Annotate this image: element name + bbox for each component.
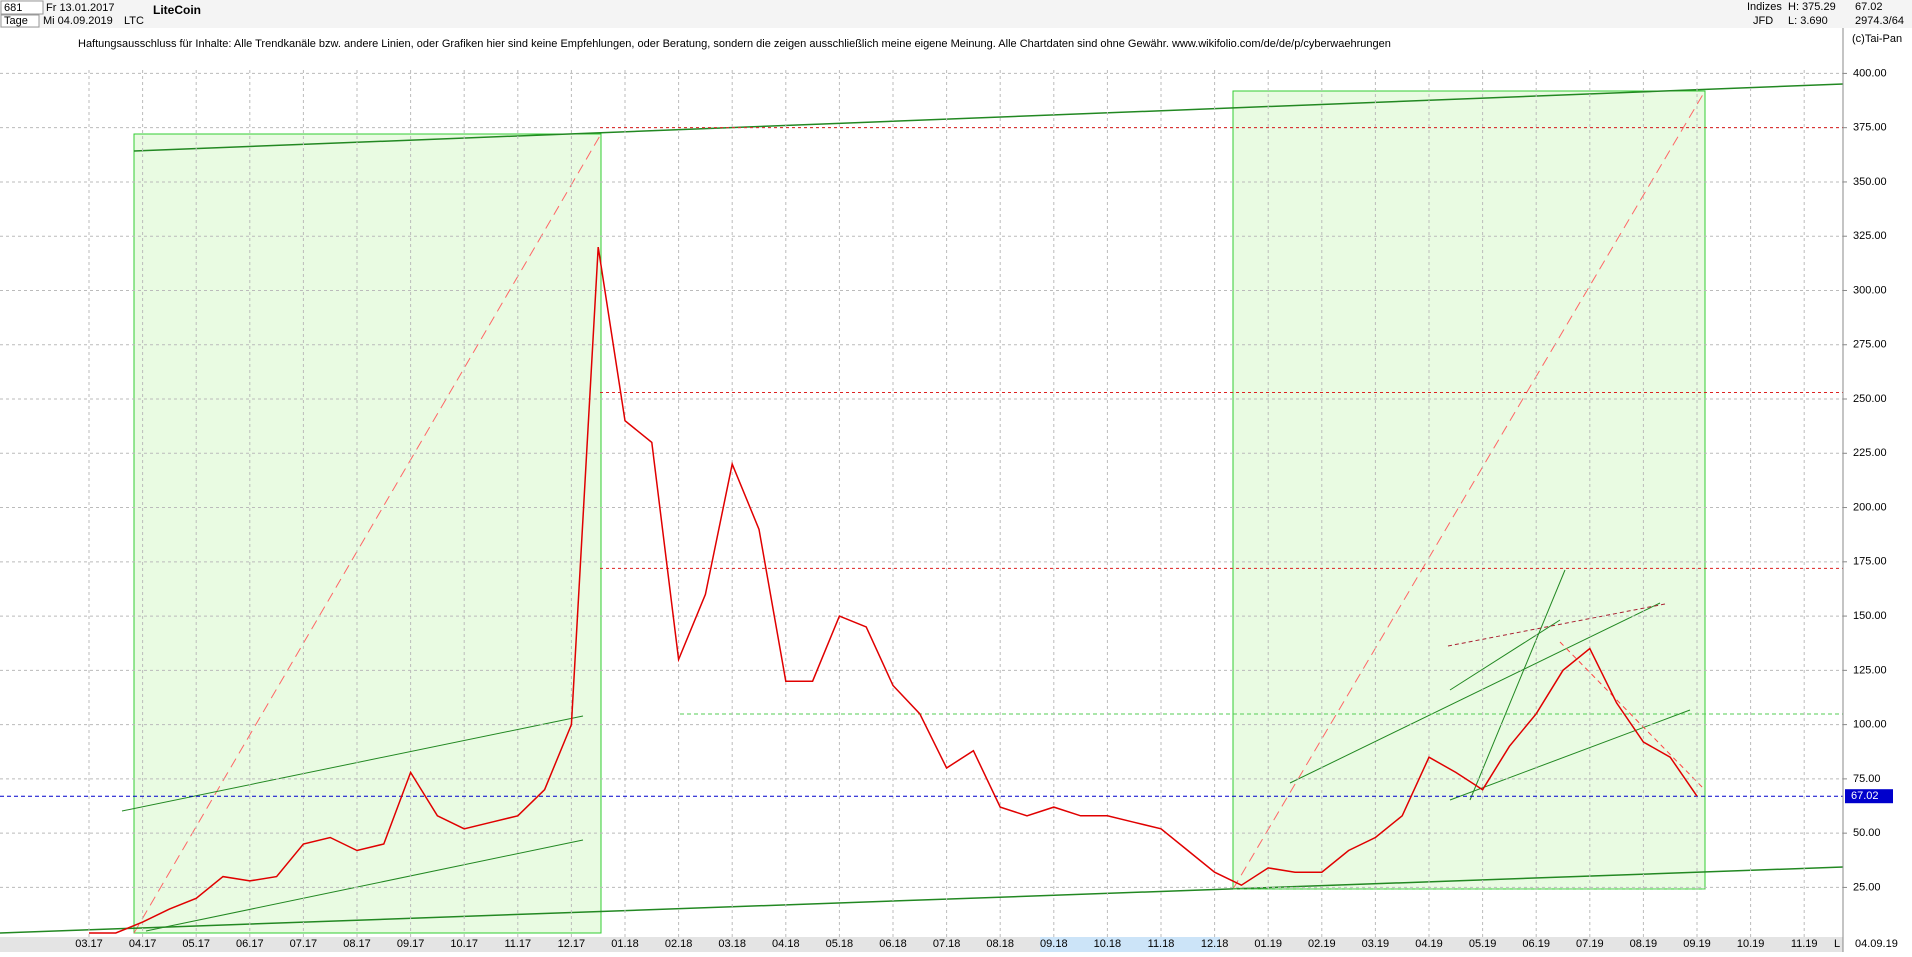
y-tick-label: 25.00 <box>1853 881 1881 893</box>
x-tick-label: 05.17 <box>182 938 210 950</box>
trend-line <box>145 839 584 932</box>
y-tick-label: 100.00 <box>1853 719 1887 731</box>
x-tick-label: 12.18 <box>1201 938 1229 950</box>
x-tick-label: 02.19 <box>1308 938 1336 950</box>
end-date: Mi 04.09.2019 <box>43 15 113 27</box>
low: L: 3.690 <box>1788 15 1828 27</box>
x-tick-label: 07.18 <box>933 938 961 950</box>
last-price-header: 67.02 <box>1855 1 1883 13</box>
footer-date: 04.09.19 <box>1855 938 1898 950</box>
trend-line <box>0 866 1844 934</box>
count: 681 <box>4 2 22 14</box>
x-tick-label: 01.19 <box>1254 938 1282 950</box>
x-tick-label: 12.17 <box>558 938 586 950</box>
y-tick-label: 325.00 <box>1853 230 1887 242</box>
trend-line <box>133 83 1844 152</box>
header-bar <box>0 0 1912 28</box>
broker: JFD <box>1753 15 1773 27</box>
diagonal <box>133 133 602 934</box>
plot-area <box>0 70 1844 937</box>
x-tick-label: 05.18 <box>826 938 854 950</box>
y-tick-label: 50.00 <box>1853 827 1881 839</box>
y-tick-label: 200.00 <box>1853 501 1887 513</box>
trend-line <box>1289 602 1661 784</box>
trend-line <box>1449 619 1561 691</box>
price-line <box>89 246 1698 934</box>
y-tick-label: 125.00 <box>1853 664 1887 676</box>
x-tick-label: 07.19 <box>1576 938 1604 950</box>
x-tick-label: 09.19 <box>1683 938 1711 950</box>
trend-line <box>1559 641 1706 791</box>
trend-line <box>1469 569 1566 801</box>
x-tick-label: 03.19 <box>1362 938 1390 950</box>
x-tick-label: 03.17 <box>75 938 103 950</box>
x-tick-label: 04.18 <box>772 938 800 950</box>
x-tick-label: 05.19 <box>1469 938 1497 950</box>
x-tick-label: 03.18 <box>718 938 746 950</box>
x-tick-label: 11.19 <box>1791 938 1818 950</box>
y-tick-label: 400.00 <box>1853 67 1887 79</box>
trend-line <box>121 715 584 812</box>
count-box[interactable] <box>0 0 44 15</box>
y-tick-label: 175.00 <box>1853 556 1887 568</box>
trend-line <box>1447 603 1666 647</box>
high: H: 375.29 <box>1788 1 1836 13</box>
x-tick-label: 04.19 <box>1415 938 1443 950</box>
period: Tage <box>4 15 28 27</box>
diagonal <box>1232 90 1706 890</box>
x-tick-label: 08.17 <box>343 938 371 950</box>
y-tick-label: 75.00 <box>1853 773 1881 785</box>
copyright: (c)Tai-Pan <box>1852 33 1902 45</box>
x-tick-label: 10.19 <box>1737 938 1765 950</box>
x-tick-label: 11.17 <box>504 938 531 950</box>
period-box[interactable] <box>0 14 40 28</box>
x-tick-label: 06.17 <box>236 938 264 950</box>
disclaimer: Haftungsausschluss für Inhalte: Alle Tre… <box>78 38 1391 50</box>
y-tick-label: 150.00 <box>1853 610 1887 622</box>
x-axis-highlight <box>1040 937 1220 952</box>
x-tick-label: 11.18 <box>1148 938 1175 950</box>
y-tick-label: 225.00 <box>1853 447 1887 459</box>
start-date: Fr 13.01.2017 <box>46 2 115 14</box>
footer-scale: L <box>1834 938 1840 950</box>
x-axis-strip <box>0 937 1843 952</box>
x-tick-label: 01.18 <box>611 938 639 950</box>
y-tick-label: 375.00 <box>1853 122 1887 134</box>
last-price-box <box>1845 789 1893 804</box>
x-tick-label: 07.17 <box>290 938 318 950</box>
chart-title: LiteCoin <box>153 3 201 17</box>
group: Indizes <box>1747 1 1782 13</box>
y-tick-label: 250.00 <box>1853 393 1887 405</box>
x-tick-label: 08.19 <box>1630 938 1658 950</box>
x-tick-label: 09.17 <box>397 938 425 950</box>
x-tick-label: 02.18 <box>665 938 693 950</box>
y-tick-label: 350.00 <box>1853 176 1887 188</box>
x-tick-label: 10.18 <box>1094 938 1122 950</box>
x-tick-label: 06.18 <box>879 938 907 950</box>
x-tick-label: 06.19 <box>1522 938 1550 950</box>
y-tick-label: 300.00 <box>1853 284 1887 296</box>
x-tick-label: 10.17 <box>450 938 478 950</box>
x-tick-label: 09.18 <box>1040 938 1068 950</box>
x-tick-label: 04.17 <box>129 938 157 950</box>
x-tick-label: 08.18 <box>986 938 1014 950</box>
y-tick-label: 275.00 <box>1853 339 1887 351</box>
stats: 2974.3/64 <box>1855 15 1904 27</box>
last-price-label: 67.02 <box>1851 790 1879 802</box>
symbol: LTC <box>124 15 144 27</box>
